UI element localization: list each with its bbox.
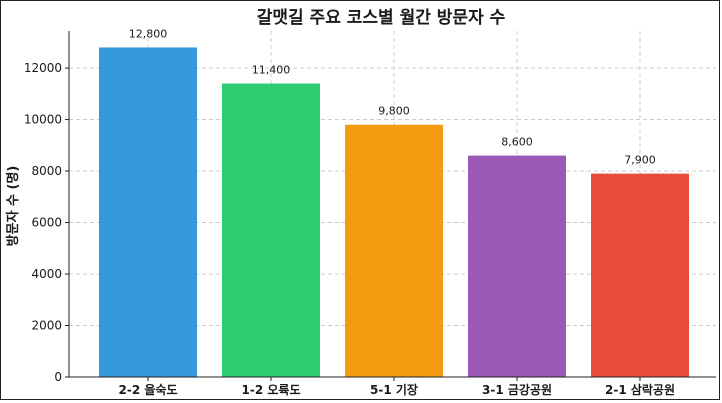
axis-layer: 0 2000 4000 6000 8000 10000 12000 2-2 을숙도 1-2 오륙… xyxy=(24,31,716,397)
y-axis-label: 방문자 수 (명) xyxy=(5,166,21,247)
bar xyxy=(222,83,320,378)
bar-data-label: 7,900 xyxy=(624,154,656,167)
x-tick-label: 5-1 기장 xyxy=(370,382,418,397)
bar-data-label: 9,800 xyxy=(378,105,410,118)
bar xyxy=(99,47,197,377)
x-tick-label: 2-1 삼락공원 xyxy=(605,382,675,397)
chart-title: 갈맷길 주요 코스별 월간 방문자 수 xyxy=(257,8,506,28)
bar xyxy=(345,124,443,377)
bar-data-label: 12,800 xyxy=(129,27,168,40)
x-tick-label: 3-1 금강공원 xyxy=(482,383,552,397)
bar-data-label: 8,600 xyxy=(501,136,533,149)
y-tick-label: 6000 xyxy=(31,216,62,230)
y-tick-label: 10000 xyxy=(24,113,62,127)
bar-layer: 12,800 11,400 9,800 8,600 7,900 xyxy=(99,27,689,378)
bar xyxy=(591,173,689,377)
bar-data-label: 11,400 xyxy=(252,64,291,77)
y-tick-label: 0 xyxy=(54,370,62,384)
bar xyxy=(468,155,566,377)
x-tick-label: 2-2 을숙도 xyxy=(119,383,178,397)
y-tick-label: 2000 xyxy=(31,319,62,333)
y-tick-label: 4000 xyxy=(31,267,62,281)
y-tick-label: 8000 xyxy=(31,164,62,178)
y-tick-label: 12000 xyxy=(24,61,62,75)
x-tick-label: 1-2 오륙도 xyxy=(242,382,301,397)
